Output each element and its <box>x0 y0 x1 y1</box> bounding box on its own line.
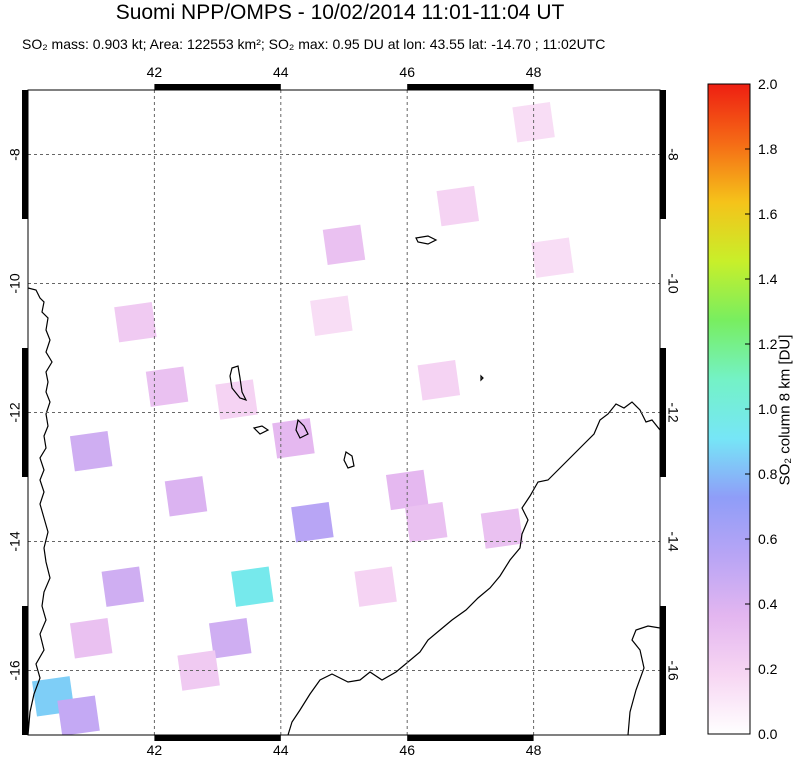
coastlines <box>28 235 660 735</box>
so2-cell <box>531 237 574 278</box>
so2-cell <box>291 501 334 543</box>
colorbar-tick-label: 1.0 <box>758 401 778 417</box>
colorbar-tick-label: 0.6 <box>758 531 778 547</box>
so2-cells <box>32 102 574 735</box>
so2-cell <box>208 618 252 659</box>
map-title: Suomi NPP/OMPS - 10/02/2014 11:01-11:04 … <box>115 1 565 24</box>
lat-tick-label-right: -16 <box>665 660 681 680</box>
colorbar-tick-label: 1.2 <box>758 336 778 352</box>
frame-bar-top <box>407 84 534 90</box>
so2-cell <box>114 301 157 343</box>
colorbar-tick-label: 0.0 <box>758 726 778 742</box>
colorbar-tick-label: 1.8 <box>758 141 778 157</box>
so2-cell <box>404 501 448 543</box>
colorbar-tick-label: 2.0 <box>758 76 778 92</box>
so2-cell <box>354 566 397 607</box>
lat-tick-label-right: -8 <box>665 148 681 161</box>
lon-tick-label-bottom: 48 <box>526 742 542 758</box>
lat-tick-label-left: -8 <box>7 148 23 161</box>
lon-tick-label-top: 46 <box>399 64 415 80</box>
lat-tick-label-left: -16 <box>7 660 23 680</box>
frame-bar-left <box>22 90 28 219</box>
coastline-comoros-anjouan <box>295 418 309 439</box>
so2-cell <box>231 566 274 607</box>
so2-cell <box>310 295 353 336</box>
frame-bar-left <box>22 348 28 477</box>
so2-cell <box>69 430 113 472</box>
map-background <box>28 90 660 735</box>
lat-tick-label-left: -14 <box>7 531 23 551</box>
so2-cell <box>145 366 189 407</box>
frame-bar-bottom <box>154 735 281 741</box>
coastline-mayotte <box>343 451 355 469</box>
so2-cell <box>436 185 480 227</box>
frame-bar-left <box>22 606 28 735</box>
frame-bar-top <box>154 84 281 90</box>
lat-tick-label-right: -10 <box>665 273 681 293</box>
colorbar-label: SO₂ column 8 km [DU] <box>776 334 794 486</box>
colorbar-tick-label: 0.2 <box>758 661 778 677</box>
coastline-mozambique <box>28 287 53 735</box>
so2-cell <box>215 379 258 420</box>
coastline-aldabra <box>415 235 438 245</box>
coastline-glorioso <box>480 374 484 382</box>
lon-tick-label-bottom: 42 <box>147 742 163 758</box>
lon-tick-label-top: 44 <box>273 64 289 80</box>
colorbar-ticks: 0.0 0.2 0.4 0.6 0.8 1.0 1.2 1.4 1.6 1.8 2.0 <box>745 76 778 742</box>
frame-bar-right <box>660 90 666 219</box>
so2-cell <box>385 469 429 511</box>
so2-cell <box>272 418 315 459</box>
frame-bar-bottom <box>407 735 534 741</box>
coastline-comoros-moheli <box>252 425 270 435</box>
lat-tick-label-right: -12 <box>665 402 681 422</box>
colorbar <box>707 83 751 735</box>
lon-tick-label-bottom: 46 <box>399 742 415 758</box>
lon-tick-label-top: 42 <box>147 64 163 80</box>
so2-cell <box>101 566 145 607</box>
colorbar-tick-label: 0.8 <box>758 466 778 482</box>
lon-tick-label-bottom: 44 <box>273 742 289 758</box>
so2-cell <box>322 224 366 266</box>
so2-cell <box>480 508 524 549</box>
axis-tick-labels: 42 42 44 44 46 46 48 48 -8 -8 -10 -10 -12 -12 -14 -14 -1… <box>7 64 682 758</box>
frame-bar-right <box>660 606 666 735</box>
so2-cell <box>417 360 461 401</box>
so2-cell <box>57 695 100 735</box>
map-subtitle: SO₂ mass: 0.903 kt; Area: 122553 km²; SO… <box>22 36 606 52</box>
colorbar-tick-label: 1.4 <box>758 271 778 287</box>
lat-tick-label-left: -10 <box>7 273 23 293</box>
so2-cell <box>164 476 208 517</box>
colorbar-tick-label: 0.4 <box>758 596 778 612</box>
map-frame-bars <box>22 84 666 741</box>
coastline-madagascar <box>287 401 660 735</box>
lat-tick-label-right: -14 <box>665 531 681 551</box>
coastline-comoros-grande <box>229 365 248 402</box>
lat-tick-label-left: -12 <box>7 402 23 422</box>
lon-tick-label-top: 48 <box>526 64 542 80</box>
coastline-madagascar-east <box>627 625 660 735</box>
so2-cell <box>69 618 113 659</box>
frame-bar-right <box>660 348 666 477</box>
colorbar-tick-label: 1.6 <box>758 206 778 222</box>
